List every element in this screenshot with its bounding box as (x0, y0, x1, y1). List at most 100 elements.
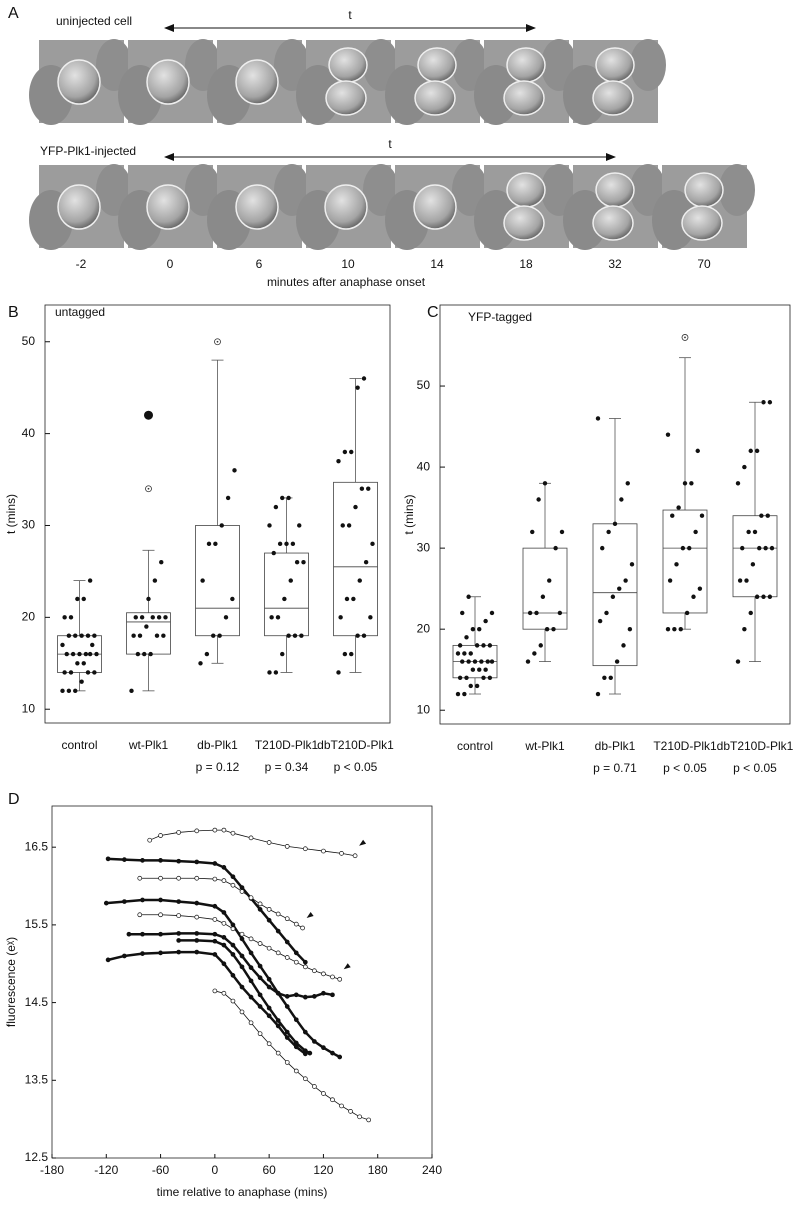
trace-point (221, 934, 227, 940)
trace-point (257, 941, 263, 946)
y-tick-label: 50 (417, 378, 431, 392)
data-point (735, 659, 741, 664)
trace-point (307, 1050, 313, 1056)
x-tick-label: -60 (152, 1163, 170, 1177)
trace-point (321, 848, 326, 854)
trace-point (194, 938, 200, 943)
trace-point (302, 959, 308, 965)
data-point (156, 615, 162, 620)
data-point (290, 541, 296, 547)
trace-point (212, 938, 218, 944)
chart-title: untagged (55, 305, 105, 319)
data-point (602, 675, 607, 681)
data-point (217, 633, 222, 638)
data-point (146, 596, 151, 602)
data-point (680, 545, 686, 551)
panel-label: B (8, 304, 19, 321)
trace-point (230, 874, 236, 880)
micrograph (118, 164, 221, 250)
data-point (691, 594, 696, 599)
data-point (87, 578, 93, 583)
trace-point (339, 851, 344, 856)
background-cell (719, 164, 755, 216)
trace-point (248, 1020, 254, 1026)
trace-point (176, 913, 182, 918)
data-point (159, 560, 164, 565)
box (126, 612, 171, 655)
trace-point (239, 953, 245, 959)
plot-frame (44, 304, 391, 724)
outlier-dot (684, 336, 686, 339)
trace-point (293, 992, 299, 998)
data-point (748, 610, 753, 616)
data-point (79, 679, 84, 684)
data-point (60, 642, 65, 648)
data-point (135, 651, 141, 657)
trace-point (348, 1109, 353, 1114)
data-point (689, 481, 694, 486)
x-tick-label: 60 (262, 1163, 276, 1177)
data-point (538, 643, 543, 648)
trace-point (293, 1017, 299, 1023)
data-point (536, 497, 541, 502)
box (732, 515, 778, 598)
arrowhead (306, 911, 314, 918)
micrograph (563, 164, 666, 250)
cell (506, 47, 546, 83)
data-point (150, 615, 155, 620)
y-axis-title: t (mins) (4, 494, 18, 534)
background-cell (563, 190, 607, 250)
background-cell (652, 190, 696, 250)
data-point (363, 560, 369, 565)
data-point (597, 618, 603, 624)
trace-point (302, 1051, 308, 1057)
trace-point (194, 875, 200, 881)
data-point (617, 586, 622, 591)
trace-point (230, 882, 236, 888)
time-label: 0 (167, 257, 174, 271)
data-point (627, 626, 633, 632)
y-axis-title: fluorescence (eᵡ) (4, 937, 18, 1027)
trace-point (194, 828, 200, 834)
data-point (206, 541, 212, 547)
data-point (355, 385, 360, 390)
x-axis-title: minutes after anaphase onset (267, 275, 426, 289)
data-point (472, 659, 478, 664)
data-point (485, 659, 490, 664)
data-point (687, 545, 692, 551)
data-point (204, 651, 210, 657)
data-point (489, 610, 495, 616)
data-point (487, 675, 493, 681)
outlier-dot (216, 340, 219, 343)
cell (503, 205, 545, 241)
data-point (87, 651, 93, 657)
trace-point (284, 939, 290, 945)
data-point (355, 633, 360, 638)
data-point (368, 615, 373, 620)
trace-point (330, 974, 335, 980)
data-point (474, 643, 480, 648)
y-tick-label: 50 (22, 334, 36, 348)
trace-point (239, 984, 245, 990)
micrograph (296, 39, 399, 125)
trace-point (140, 951, 145, 956)
y-tick-label: 40 (22, 426, 36, 440)
data-point (297, 523, 302, 528)
panel-label: A (8, 5, 19, 22)
data-point (466, 659, 471, 664)
data-point (70, 651, 76, 657)
data-point (742, 626, 747, 632)
box (592, 523, 638, 667)
data-point (542, 481, 548, 486)
time-label: 18 (519, 257, 533, 271)
y-tick-label: 15.5 (25, 917, 49, 931)
background-cell (474, 65, 518, 125)
trace-point (284, 1029, 290, 1035)
trace-point (266, 1013, 272, 1019)
data-point (525, 659, 531, 664)
data-point (338, 615, 343, 620)
trace-point (284, 916, 290, 922)
data-point (481, 675, 486, 681)
data-point (468, 683, 473, 689)
data-point (457, 675, 463, 681)
